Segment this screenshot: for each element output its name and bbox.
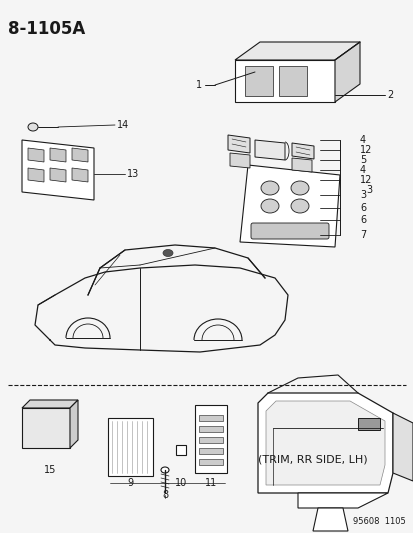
Polygon shape [312,508,347,531]
Polygon shape [244,66,272,96]
Text: 12: 12 [359,145,371,155]
FancyBboxPatch shape [250,223,328,239]
Polygon shape [22,408,70,448]
Polygon shape [278,66,306,96]
Ellipse shape [260,199,278,213]
Text: (TRIM, RR SIDE, LH): (TRIM, RR SIDE, LH) [257,455,367,465]
Bar [176,445,185,455]
Text: 6: 6 [359,215,365,225]
Bar [199,448,223,454]
Ellipse shape [260,181,278,195]
Text: 15: 15 [44,465,56,475]
Ellipse shape [28,123,38,131]
Text: 4: 4 [359,135,365,145]
Polygon shape [240,165,339,247]
Polygon shape [235,60,334,102]
Polygon shape [70,400,78,448]
Polygon shape [72,148,88,162]
Text: 4: 4 [359,165,365,175]
Polygon shape [291,143,313,159]
Text: 14: 14 [117,120,129,130]
Ellipse shape [163,249,173,256]
Polygon shape [28,168,44,182]
Polygon shape [334,42,359,102]
Polygon shape [297,493,387,508]
Bar [357,418,379,430]
Text: 2: 2 [386,90,392,100]
Text: 6: 6 [359,203,365,213]
Polygon shape [254,140,284,160]
Polygon shape [72,168,88,182]
Polygon shape [257,393,392,493]
Text: 11: 11 [204,478,216,488]
Polygon shape [28,148,44,162]
Polygon shape [228,135,249,153]
Ellipse shape [161,467,169,473]
Text: 95608  1105: 95608 1105 [352,518,405,527]
Text: 10: 10 [174,478,187,488]
Polygon shape [235,42,359,60]
Ellipse shape [290,181,308,195]
Text: 12: 12 [359,175,371,185]
Ellipse shape [290,199,308,213]
Polygon shape [392,413,412,481]
Bar [199,459,223,465]
Text: 3: 3 [365,185,371,195]
Bar [199,415,223,421]
Polygon shape [22,140,94,200]
Text: 8: 8 [161,490,168,500]
Text: 3: 3 [359,190,365,200]
Polygon shape [266,401,384,485]
Text: 5: 5 [359,155,366,165]
Polygon shape [108,418,153,476]
Polygon shape [22,400,78,408]
Polygon shape [50,148,66,162]
Text: 1: 1 [195,80,202,90]
Polygon shape [230,153,249,168]
Text: 7: 7 [359,230,366,240]
Bar [195,405,226,473]
Bar [199,437,223,443]
Text: 13: 13 [127,169,139,179]
Text: 8-1105A: 8-1105A [8,20,85,38]
Text: 9: 9 [127,478,133,488]
Bar [199,426,223,432]
Polygon shape [291,158,311,172]
Polygon shape [50,168,66,182]
